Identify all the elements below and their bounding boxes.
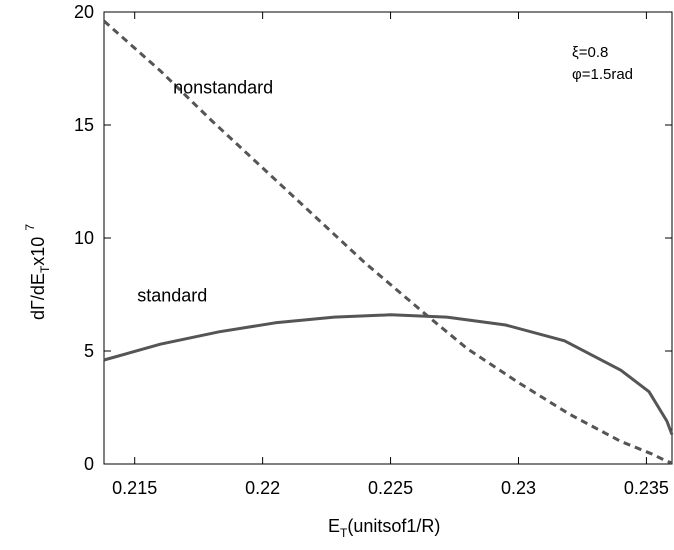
x-tick-label: 0.225: [368, 478, 413, 498]
x-axis-title-rest: (unitsof1/R): [347, 516, 440, 536]
y-axis-title-mid: x10: [28, 237, 48, 266]
series-layer: [103, 19, 674, 465]
y-tick-label: 10: [74, 228, 94, 248]
y-tick-label: 20: [74, 2, 94, 22]
annotation-standard: standard: [137, 285, 207, 305]
x-tick-label: 0.235: [624, 478, 669, 498]
x-axis-title-main: E: [328, 516, 340, 536]
y-axis-title-sub: T: [38, 265, 52, 273]
y-tick-label: 15: [74, 115, 94, 135]
param-phi: φ=1.5rad: [572, 66, 633, 83]
annotation-layer: nonstandard standard: [137, 77, 273, 305]
param-xi: ξ=0.8: [572, 44, 608, 61]
x-axis-title: ET(unitsof1/R): [328, 516, 440, 540]
y-axis-title: dΓ/dETx10 7: [23, 224, 52, 320]
annotation-nonstandard: nonstandard: [173, 77, 273, 97]
y-axis-title-sup: 7: [23, 224, 37, 231]
x-tick-label: 0.22: [245, 478, 280, 498]
y-axis-title-pre: dΓ/dE: [28, 273, 48, 320]
x-tick-label: 0.215: [112, 478, 157, 498]
x-tick-label: 0.23: [501, 478, 536, 498]
y-tick-labels: 0 5 10 15 20: [74, 2, 94, 474]
x-tick-labels: 0.215 0.22 0.225 0.23 0.235: [112, 478, 669, 498]
y-tick-label: 0: [84, 454, 94, 474]
series-standard: [103, 313, 674, 436]
x-axis-title-sub: T: [340, 526, 348, 540]
series-nonstandard: [103, 19, 673, 465]
y-tick-label: 5: [84, 341, 94, 361]
